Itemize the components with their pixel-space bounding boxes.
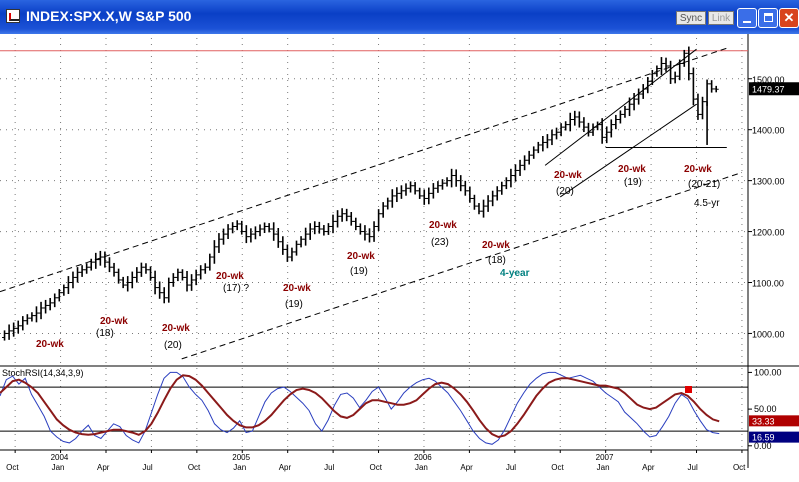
stoch-value-box <box>749 431 799 443</box>
maximize-icon <box>763 13 773 22</box>
stoch-value-label: 16.59 <box>752 433 775 443</box>
year-label: 2006 <box>414 453 432 462</box>
cycle-annotation: 20-wk <box>482 240 510 251</box>
year-label: 2007 <box>596 453 614 462</box>
price-tick-label: 1400.00 <box>752 126 785 136</box>
cycle-annotation: 20-wk <box>162 323 190 334</box>
month-label: Oct <box>551 463 564 472</box>
cycle-annotation: (18) <box>96 328 114 339</box>
cycle-annotation: (19) <box>624 177 642 188</box>
month-label: Jul <box>324 463 334 472</box>
month-label: Jul <box>142 463 152 472</box>
cycle-annotation: 20-wk <box>36 339 64 350</box>
stoch-tick-label: 0.00 <box>754 441 772 451</box>
title-bar[interactable]: INDEX:SPX.X,W S&P 500 Sync Link ✕ <box>0 0 799 34</box>
cycle-annotation: (19) <box>350 266 368 277</box>
year-label: 2005 <box>232 453 250 462</box>
last-price-box <box>749 82 799 96</box>
month-label: Oct <box>733 463 746 472</box>
month-label: Oct <box>188 463 201 472</box>
cycle-annotation: 20-wk <box>100 316 128 327</box>
month-label: Apr <box>642 463 655 472</box>
cycle-annotation: (23) <box>431 237 449 248</box>
cycle-annotation: 20-wk <box>347 251 375 262</box>
month-label: Jan <box>415 463 428 472</box>
month-label: Jul <box>506 463 516 472</box>
cycle-annotation: 20-wk <box>684 164 712 175</box>
trend-line-2 <box>181 172 743 360</box>
price-tick-label: 1300.00 <box>752 177 785 187</box>
cycle-annotation: 20-wk <box>283 283 311 294</box>
cycle-annotation: 20-wk <box>216 271 244 282</box>
close-icon: ✕ <box>783 10 795 25</box>
link-button[interactable]: Link <box>708 11 734 25</box>
stoch-value-label: 33.33 <box>752 416 775 426</box>
minimize-icon <box>743 21 751 23</box>
maximize-button[interactable] <box>758 8 778 28</box>
stoch-title: StochRSI(14,34,3,9) <box>2 368 84 378</box>
trend-line-4 <box>559 103 697 198</box>
price-tick-label: 1100.00 <box>752 279 784 289</box>
stoch-smooth-line <box>0 374 720 439</box>
month-label: Jan <box>233 463 246 472</box>
stoch-value-box <box>749 415 799 427</box>
cycle-annotation: (20-21) <box>688 179 720 190</box>
window-title: INDEX:SPX.X,W S&P 500 <box>26 8 192 24</box>
price-chart[interactable]: 1500.00 1400.00 1300.00 1200.00 1100.00 1000.… <box>0 34 799 482</box>
cycle-annotation: 4-year <box>500 268 530 279</box>
last-price-label: 1479.37 <box>752 84 785 94</box>
stoch-panel <box>0 368 748 448</box>
sync-button[interactable]: Sync <box>676 11 706 25</box>
cycle-annotation: (20) <box>556 186 574 197</box>
chart-app-icon <box>6 9 20 23</box>
cycle-annotation: 20-wk <box>554 170 582 181</box>
stoch-tick-label: 50.00 <box>754 404 777 414</box>
price-tick-label: 1500.00 <box>752 75 785 85</box>
price-panel <box>0 38 748 364</box>
close-button[interactable]: ✕ <box>779 8 799 28</box>
cycle-annotation: (18) <box>488 255 506 266</box>
month-label: Apr <box>279 463 292 472</box>
stoch-alert-marker <box>685 386 692 393</box>
month-label: Jan <box>597 463 610 472</box>
cycle-annotation: 20-wk <box>618 164 646 175</box>
cycle-annotation: 20-wk <box>429 220 457 231</box>
trend-line-1 <box>0 47 727 293</box>
cycle-annotation: (17) ? <box>223 283 250 294</box>
year-label: 2004 <box>51 453 69 462</box>
cycle-annotation: (19) <box>285 299 303 310</box>
month-label: Oct <box>370 463 383 472</box>
month-label: Jan <box>52 463 65 472</box>
stoch-fast-line <box>0 371 720 445</box>
month-label: Apr <box>97 463 110 472</box>
stoch-tick-label: 100.00 <box>754 367 782 377</box>
cycle-annotation: 4.5-yr <box>694 198 720 209</box>
month-label: Apr <box>460 463 473 472</box>
month-label: Oct <box>6 463 19 472</box>
month-label: Jul <box>688 463 698 472</box>
cycle-annotation: (20) <box>164 340 182 351</box>
price-tick-label: 1000.00 <box>752 329 785 339</box>
price-tick-label: 1200.00 <box>752 228 785 238</box>
minimize-button[interactable] <box>737 8 757 28</box>
